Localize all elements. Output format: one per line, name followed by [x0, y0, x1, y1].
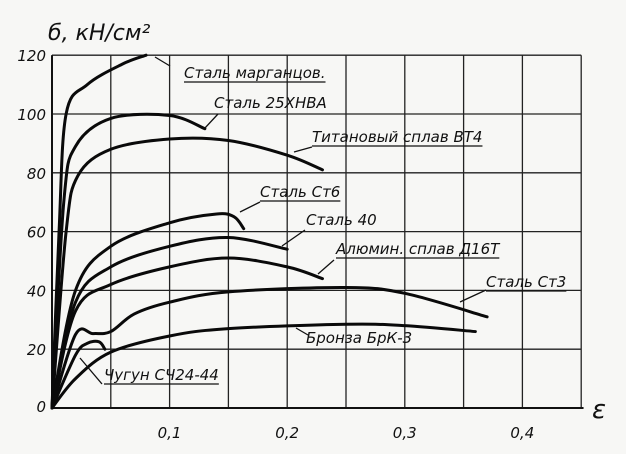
label-leader-line [293, 146, 313, 153]
tick-labels: 0,1 0,2 0,3 0,4 0 20 40 60 80 100 120 [17, 47, 534, 442]
series-label-1: Сталь 25ХНВА [214, 94, 327, 112]
y-tick-label: 40 [27, 282, 46, 300]
label-leader-line [204, 113, 219, 129]
y-axis-label: б, кН/см² [48, 21, 150, 46]
series-labels: Сталь марганцов. Сталь 25ХНВА Титановый сп… [79, 56, 567, 385]
label-leader-line [295, 327, 309, 336]
series-curve-6 [50, 285, 489, 410]
x-tick-label: 0,1 [158, 424, 182, 442]
grid [51, 54, 584, 409]
series-label-0: Сталь марганцов. [184, 64, 326, 82]
label-leader-line [459, 289, 487, 303]
x-tick-label: 0,4 [510, 424, 534, 442]
y-tick-label: 0 [36, 398, 46, 416]
series-label-8: Чугун СЧ24-44 [104, 366, 219, 384]
label-leader-line [317, 259, 335, 275]
series-curve-4 [50, 235, 289, 410]
x-tick-label: 0,3 [393, 424, 417, 442]
series-curve-7 [50, 322, 477, 410]
series-curve-5 [50, 256, 324, 410]
label-leader-line [239, 201, 261, 213]
label-leader-line [154, 56, 171, 67]
series-curve-2 [50, 136, 324, 410]
y-tick-label: 60 [27, 224, 46, 242]
x-axis-label: ε [592, 395, 606, 425]
label-leader-line [281, 229, 306, 247]
series-label-5: Алюмин. сплав Д16Т [335, 240, 501, 258]
y-tick-label: 100 [17, 106, 46, 124]
series-curve-1 [50, 112, 207, 410]
x-tick-label: 0,2 [275, 424, 299, 442]
series-label-2: Титановый сплав ВТ4 [312, 128, 482, 146]
series-curve-8 [50, 339, 107, 410]
series-curve-3 [50, 212, 246, 410]
curves [50, 53, 489, 410]
y-tick-label: 120 [17, 47, 46, 65]
series-label-6: Сталь Ст3 [486, 273, 566, 291]
label-leader-line [79, 357, 103, 385]
series-label-4: Сталь 40 [306, 211, 377, 229]
series-label-7: Бронза БрК-3 [306, 329, 412, 347]
y-tick-label: 20 [27, 341, 46, 359]
y-tick-label: 80 [27, 165, 46, 183]
series-label-3: Сталь Ст6 [260, 183, 340, 201]
